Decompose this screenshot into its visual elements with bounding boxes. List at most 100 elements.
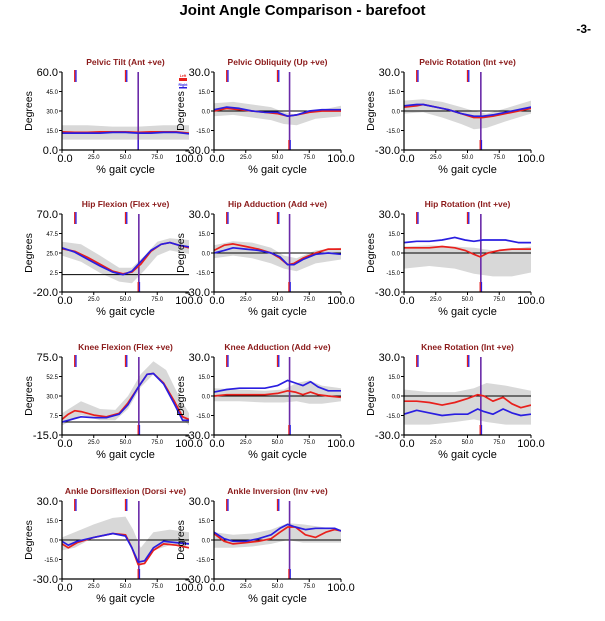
x-tick-label: 50.0 xyxy=(462,297,474,303)
left-series-line xyxy=(214,107,341,118)
y-tick-label: 60.0 xyxy=(37,67,58,79)
x-tick-label: 75.0 xyxy=(303,584,315,590)
y-tick-label: 15.0 xyxy=(198,519,210,525)
x-axis-label: % gait cycle xyxy=(248,164,307,176)
chart-title: Knee Adduction (Add +ve) xyxy=(224,342,330,352)
y-tick-label: 15.0 xyxy=(388,375,400,381)
y-tick-label: -30.0 xyxy=(185,287,210,299)
x-tick-label: 0.0 xyxy=(57,153,72,165)
y-tick-label: -30.0 xyxy=(375,287,400,299)
legend-right-label: Right xyxy=(179,83,189,87)
right-series-line xyxy=(404,103,531,118)
y-tick-label: 7.5 xyxy=(50,414,59,420)
y-tick-label: -15.0 xyxy=(44,558,58,564)
right-series-line xyxy=(62,131,189,135)
x-tick-label: 75.0 xyxy=(493,155,505,161)
y-tick-label: 0.0 xyxy=(392,252,401,258)
x-tick-label: 100.0 xyxy=(517,153,545,165)
y-tick-label: 15.0 xyxy=(198,375,210,381)
y-tick-label: 30.0 xyxy=(46,110,58,116)
y-axis-label: Degrees xyxy=(365,376,377,416)
y-tick-label: 30.0 xyxy=(189,496,210,508)
right-series-line xyxy=(404,408,531,417)
chart-title: Hip Rotation (Int +ve) xyxy=(425,199,511,209)
left-series-line xyxy=(214,526,341,545)
chart-panel: 30.015.00.0-15.0-30.00.0 25.0 50.0 75.0 100.… xyxy=(175,342,355,461)
x-tick-label: 0.0 xyxy=(57,582,72,594)
left-series-line xyxy=(214,243,341,266)
x-tick-label: 100.0 xyxy=(327,153,355,165)
y-tick-label: 30.0 xyxy=(46,395,58,401)
x-tick-label: 50.0 xyxy=(120,297,132,303)
x-tick-label: 25.0 xyxy=(430,297,442,303)
y-tick-label: 30.0 xyxy=(189,352,210,364)
y-tick-label: 2.5 xyxy=(50,271,59,277)
y-tick-label: -30.0 xyxy=(185,145,210,157)
x-tick-label: 25.0 xyxy=(240,297,252,303)
y-tick-label: -30.0 xyxy=(185,430,210,442)
legend-left-swatch xyxy=(179,78,187,81)
x-tick-label: 50.0 xyxy=(120,155,132,161)
chart-panel: 30.015.00.0-15.0-30.00.0 25.0 50.0 75.0 100.… xyxy=(365,57,545,176)
chart-title: Knee Rotation (Int +ve) xyxy=(421,342,514,352)
x-tick-label: 25.0 xyxy=(88,584,100,590)
y-axis-label: Degrees xyxy=(175,376,187,416)
x-axis-label: % gait cycle xyxy=(248,593,307,605)
x-axis-label: % gait cycle xyxy=(96,306,155,318)
x-tick-label: 25.0 xyxy=(240,584,252,590)
chart-panel: 30.015.00.0-15.0-30.00.0 25.0 50.0 75.0 100.… xyxy=(365,342,545,461)
y-tick-label: -20.0 xyxy=(33,287,58,299)
y-tick-label: -15.0 xyxy=(196,558,210,564)
x-tick-label: 100.0 xyxy=(175,438,203,450)
x-tick-label: 25.0 xyxy=(430,155,442,161)
right-series-line xyxy=(214,523,341,543)
left-series-line xyxy=(214,389,341,399)
x-tick-label: 75.0 xyxy=(151,584,163,590)
y-tick-label: 0.0 xyxy=(202,395,211,401)
normal-band xyxy=(62,516,189,566)
x-axis-label: % gait cycle xyxy=(438,449,497,461)
x-tick-label: 0.0 xyxy=(209,582,224,594)
x-tick-label: 100.0 xyxy=(175,582,203,594)
y-tick-label: -15.0 xyxy=(196,129,210,135)
x-tick-label: 50.0 xyxy=(272,297,284,303)
y-tick-label: -30.0 xyxy=(375,145,400,157)
x-tick-label: 25.0 xyxy=(88,440,100,446)
y-tick-label: 15.0 xyxy=(388,232,400,238)
x-tick-label: 100.0 xyxy=(327,582,355,594)
x-tick-label: 50.0 xyxy=(120,584,132,590)
x-tick-label: 0.0 xyxy=(57,295,72,307)
legend-left-label: Left xyxy=(180,74,187,78)
y-axis-label: Degrees xyxy=(175,91,187,131)
y-tick-label: 0.0 xyxy=(202,252,211,258)
y-tick-label: 15.0 xyxy=(388,90,400,96)
x-tick-label: 100.0 xyxy=(517,295,545,307)
y-tick-label: -30.0 xyxy=(375,430,400,442)
x-tick-label: 75.0 xyxy=(493,440,505,446)
x-tick-label: 0.0 xyxy=(399,438,414,450)
x-axis-label: % gait cycle xyxy=(438,306,497,318)
chart-panel: 75.0 52.5 30.0 7.5 -15.00.0 25.0 50.0 75.0 100.0… xyxy=(23,342,203,461)
chart-title: Hip Flexion (Flex +ve) xyxy=(82,199,170,209)
chart-title: Ankle Dorsiflexion (Dorsi +ve) xyxy=(65,486,186,496)
y-tick-label: -15.0 xyxy=(33,430,58,442)
x-tick-label: 75.0 xyxy=(303,155,315,161)
x-tick-label: 75.0 xyxy=(303,440,315,446)
x-tick-label: 75.0 xyxy=(151,297,163,303)
y-tick-label: 0.0 xyxy=(50,539,59,545)
left-series-line xyxy=(404,393,531,409)
right-series-line xyxy=(214,246,341,266)
x-tick-label: 75.0 xyxy=(151,155,163,161)
legend-right-swatch xyxy=(179,87,187,89)
y-axis-label: Degrees xyxy=(23,233,35,273)
x-tick-label: 50.0 xyxy=(272,440,284,446)
x-tick-label: 75.0 xyxy=(493,297,505,303)
y-axis-label: Degrees xyxy=(365,91,377,131)
chart-panel: 30.015.00.0-15.0-30.00.0 25.0 50.0 75.0 100.… xyxy=(365,199,545,318)
chart-title: Knee Flexion (Flex +ve) xyxy=(78,342,173,352)
x-tick-label: 100.0 xyxy=(175,153,203,165)
y-tick-label: 30.0 xyxy=(189,67,210,79)
y-tick-label: 15.0 xyxy=(46,519,58,525)
y-tick-label: 30.0 xyxy=(189,209,210,221)
right-series-line xyxy=(214,106,341,118)
